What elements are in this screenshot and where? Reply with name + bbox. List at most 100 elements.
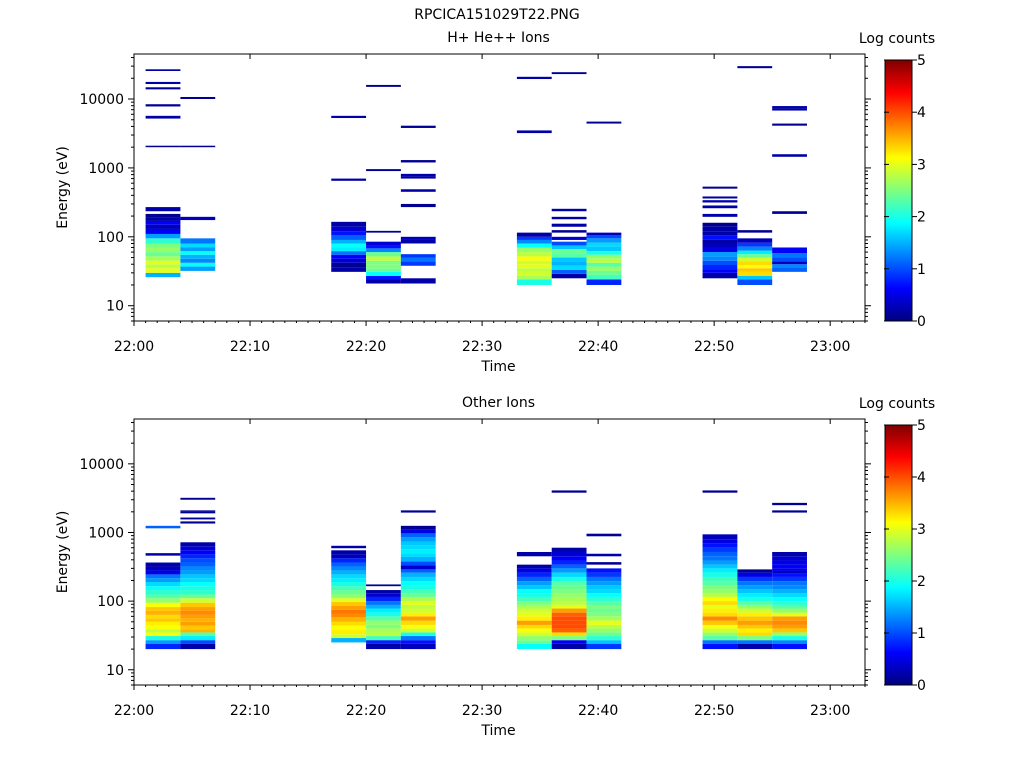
heatmap-cell <box>366 241 401 246</box>
heatmap-cell <box>366 593 401 597</box>
heatmap-cell <box>331 629 367 635</box>
heatmap-cell <box>331 602 367 606</box>
heatmap-cell <box>145 553 181 556</box>
heatmap-cell <box>145 264 181 269</box>
heatmap-cell <box>331 590 367 595</box>
heatmap-cell <box>400 556 436 562</box>
heatmap-cells <box>145 66 807 285</box>
heatmap-cell <box>702 572 738 577</box>
heatmap-cell <box>400 203 436 208</box>
heatmap-cell <box>145 220 181 225</box>
heatmap-cell <box>772 604 807 609</box>
heatmap-cell <box>145 621 181 626</box>
heatmap-cell <box>331 578 367 582</box>
heatmap-cell <box>145 69 181 71</box>
heatmap-cell <box>145 247 181 253</box>
y-tick-label: 1000 <box>88 161 124 177</box>
heatmap-cell <box>145 228 181 234</box>
heatmap-cell <box>702 186 738 189</box>
heatmap-cell <box>586 270 622 275</box>
colorbar-tick-label: 3 <box>917 157 926 173</box>
heatmap-cell <box>366 230 401 233</box>
heatmap-cell <box>400 565 436 570</box>
heatmap-cell <box>551 640 587 644</box>
heatmap-cell <box>772 620 807 625</box>
heatmap-cell <box>551 576 587 582</box>
heatmap-cell <box>586 572 622 577</box>
heatmap-cell <box>772 253 807 258</box>
x-tick-label: 22:50 <box>694 339 734 355</box>
heatmap-cell <box>180 607 216 611</box>
heatmap-cell <box>366 628 401 633</box>
heatmap-cell <box>737 257 773 262</box>
x-tick-label: 22:00 <box>114 339 154 355</box>
heatmap-cell <box>702 547 738 552</box>
heatmap-cell <box>516 247 552 253</box>
colorbar-tick-label: 5 <box>917 53 926 69</box>
heatmap-cell <box>586 576 622 582</box>
heatmap-cell <box>772 502 807 506</box>
heatmap-cell <box>145 87 181 90</box>
heatmap-cell <box>145 81 181 85</box>
heatmap-cell <box>516 275 552 280</box>
heatmap-cell <box>180 554 216 559</box>
heatmap-cell <box>366 260 401 265</box>
heatmap-cell <box>586 632 622 637</box>
heatmap-cell <box>737 640 773 644</box>
heatmap-cell <box>366 604 401 609</box>
heatmap-cell <box>516 589 552 594</box>
heatmap-cell <box>586 620 622 625</box>
heatmap-cell <box>516 260 552 265</box>
heatmap-cell <box>180 521 216 524</box>
heatmap-cell <box>551 560 587 565</box>
heatmap-cell <box>516 604 552 609</box>
heatmap-cell <box>772 576 807 582</box>
heatmap-cell <box>551 551 587 557</box>
heatmap-cell <box>772 581 807 586</box>
heatmap-cell <box>331 586 367 591</box>
heatmap-cell <box>772 636 807 641</box>
heatmap-cell <box>737 242 773 247</box>
heatmap-cell <box>331 226 367 232</box>
heatmap-cell <box>516 628 552 633</box>
heatmap-cell <box>516 252 552 257</box>
heatmap-cell <box>180 511 216 514</box>
heatmap-cell <box>702 272 738 279</box>
heatmap-cell <box>516 239 552 244</box>
x-tick-label: 22:30 <box>462 703 502 719</box>
heatmap-cell <box>702 256 738 261</box>
heatmap-cell <box>737 261 773 265</box>
heatmap-cell <box>516 585 552 590</box>
heatmap-cell <box>331 243 367 248</box>
heatmap-cell <box>400 541 436 546</box>
heatmap-cell <box>366 245 401 249</box>
x-tick-label: 22:10 <box>230 339 270 355</box>
heatmap-cell <box>586 568 622 573</box>
heatmap-cell <box>366 248 401 253</box>
heatmap-cell <box>180 145 216 148</box>
heatmap-cell <box>772 247 807 254</box>
heatmap-cell <box>400 236 436 240</box>
heatmap-cell <box>180 510 216 512</box>
heatmap-cell <box>772 551 807 557</box>
heatmap-cell <box>366 279 401 284</box>
heatmap-cell <box>551 620 587 625</box>
heatmap-cell <box>702 543 738 548</box>
y-axis-label: Energy (eV) <box>55 511 71 594</box>
heatmap-cell <box>366 584 401 587</box>
x-tick-label: 22:40 <box>578 703 618 719</box>
heatmap-cell <box>180 266 216 271</box>
colorbar-tick-label: 1 <box>917 626 926 642</box>
heatmap-cell <box>180 640 216 644</box>
x-tick-label: 22:50 <box>694 703 734 719</box>
heatmap-cell <box>586 596 622 602</box>
heatmap-cell <box>366 169 401 172</box>
heatmap-cell <box>516 643 552 650</box>
heatmap-cell <box>702 200 738 203</box>
heatmap-cell <box>331 545 367 549</box>
heatmap-cell <box>551 572 587 577</box>
heatmap-cell <box>772 570 807 574</box>
heatmap-cell <box>737 238 773 243</box>
heatmap-cell <box>180 578 216 582</box>
heatmap-cell <box>331 605 367 610</box>
